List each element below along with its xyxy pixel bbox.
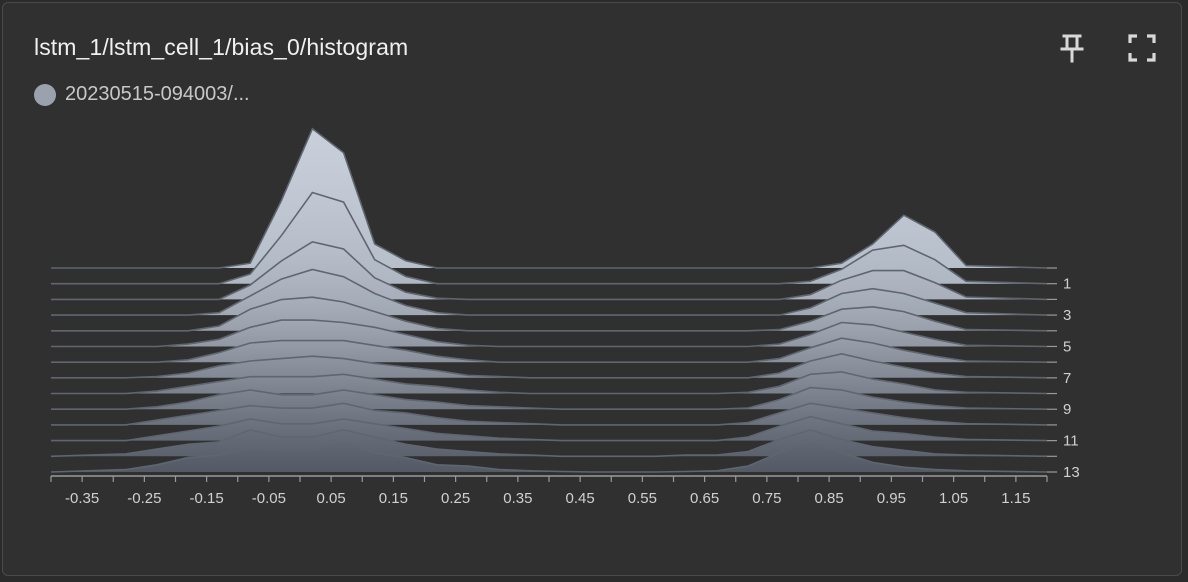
histogram-ridge-line-9 bbox=[51, 386, 1048, 410]
histogram-ridge-6 bbox=[51, 338, 1047, 363]
histogram-ridge-line-13 bbox=[50, 442, 1048, 473]
x-tick-label: -0.15 bbox=[190, 490, 224, 507]
x-tick-label: 1.15 bbox=[1001, 490, 1030, 507]
histogram-ridge-line-2 bbox=[51, 240, 1048, 301]
x-tick-label: -0.25 bbox=[127, 490, 161, 507]
legend: 20230515-094003/... bbox=[34, 83, 250, 106]
legend-run-label: 20230515-094003/... bbox=[65, 83, 250, 105]
y-tick-label: 13 bbox=[1063, 464, 1080, 481]
x-tick-label: 0.95 bbox=[877, 490, 906, 507]
histogram-ridge-line-1 bbox=[51, 191, 1048, 285]
histogram-card: lstm_1/lstm_cell_1/bias_0/histogram 2023… bbox=[2, 2, 1182, 576]
histogram-ridge-line-3 bbox=[51, 268, 1048, 316]
x-tick-label: 0.65 bbox=[690, 490, 719, 507]
x-tick-label: 0.35 bbox=[503, 490, 532, 507]
legend-swatch bbox=[34, 83, 56, 106]
y-tick-label: 5 bbox=[1063, 338, 1071, 355]
histogram-ridge-line-4 bbox=[51, 296, 1048, 332]
y-tick-label: 1 bbox=[1063, 276, 1071, 293]
histogram-ridge-line-10 bbox=[51, 402, 1048, 426]
pin-icon[interactable] bbox=[1055, 31, 1089, 65]
x-tick-label: 0.25 bbox=[441, 490, 470, 507]
histogram-ridge-line-0 bbox=[51, 127, 1048, 269]
x-tick-label: -0.05 bbox=[252, 490, 286, 507]
y-tick-label: 3 bbox=[1063, 307, 1071, 324]
y-tick-label: 9 bbox=[1063, 401, 1071, 418]
histogram-ridge-line-5 bbox=[51, 319, 1048, 348]
histogram-ridge-line-8 bbox=[51, 371, 1048, 395]
x-tick-label: 0.05 bbox=[317, 490, 346, 507]
x-tick-label: 0.55 bbox=[628, 490, 657, 507]
y-tick-label: 7 bbox=[1063, 370, 1071, 387]
x-tick-label: -0.35 bbox=[65, 490, 99, 507]
histogram-ridge-line-7 bbox=[51, 352, 1048, 379]
fullscreen-icon[interactable] bbox=[1125, 31, 1159, 65]
x-tick-label: 0.15 bbox=[379, 490, 408, 507]
x-tick-label: 0.45 bbox=[566, 490, 595, 507]
histogram-ridge-line-12 bbox=[50, 429, 1048, 458]
chart-title: lstm_1/lstm_cell_1/bias_0/histogram bbox=[34, 34, 409, 60]
y-tick-label: 11 bbox=[1063, 433, 1079, 450]
histogram-ridge-line-6 bbox=[51, 337, 1048, 363]
histogram-ridge-line-11 bbox=[51, 415, 1048, 442]
x-tick-label: 1.05 bbox=[939, 490, 968, 507]
histogram-ridge-7 bbox=[51, 353, 1047, 378]
x-tick-label: 0.85 bbox=[815, 490, 844, 507]
x-tick-label: 0.75 bbox=[752, 490, 781, 507]
